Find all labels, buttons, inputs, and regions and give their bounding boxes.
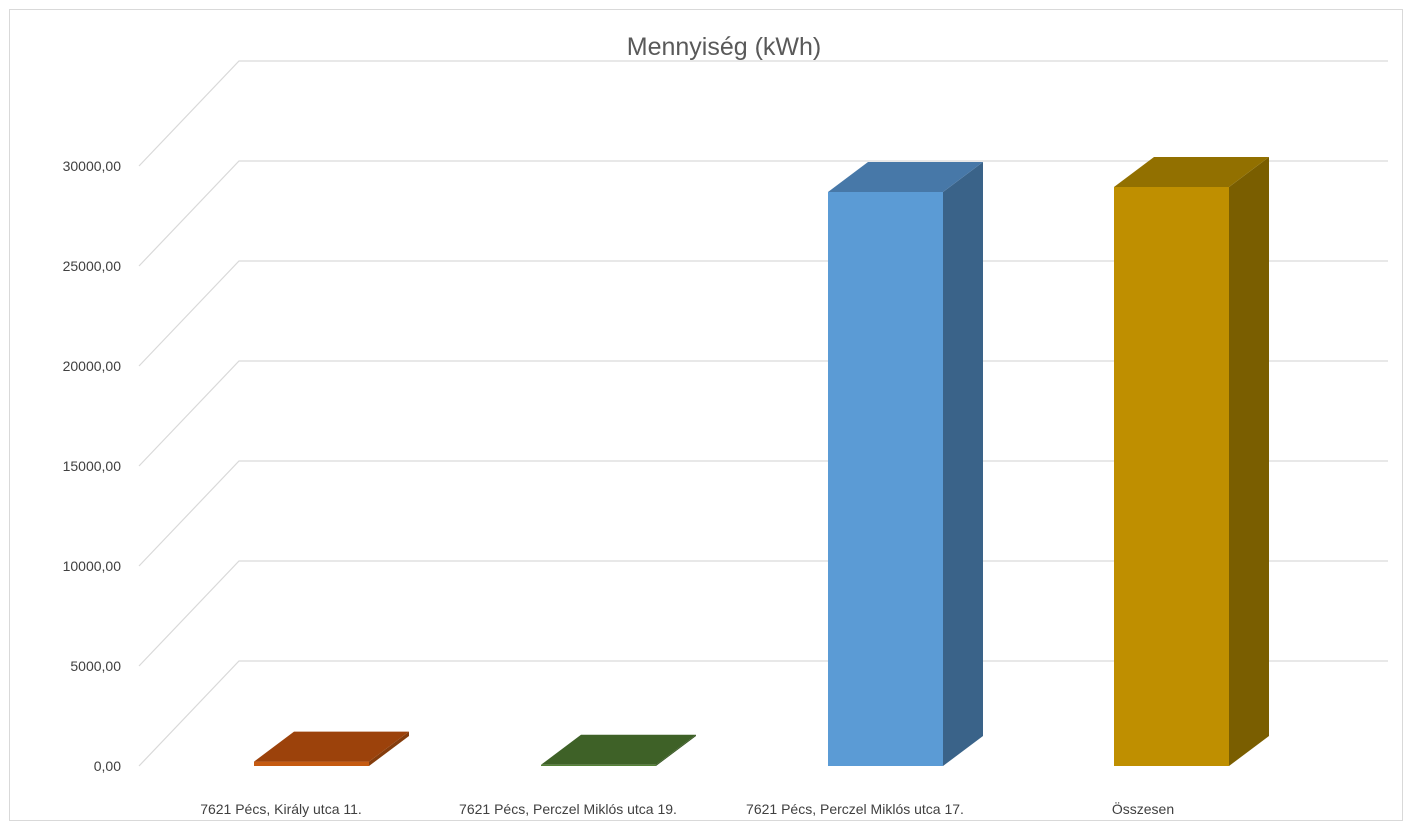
bar-top-face <box>254 731 409 762</box>
chart-title: Mennyiség (kWh) <box>627 33 822 61</box>
bar-4 <box>1114 157 1269 766</box>
y-tick-label: 15000,00 <box>63 458 122 474</box>
bar-side-face <box>943 162 983 766</box>
bar-2 <box>541 734 696 766</box>
gridline <box>138 460 1388 567</box>
gridline <box>138 260 1388 367</box>
x-category-label: 7621 Pécs, Perczel Miklós utca 19. <box>459 801 677 817</box>
gridline <box>138 160 1388 267</box>
bar-top-face <box>541 734 696 765</box>
x-category-label: 7621 Pécs, Perczel Miklós utca 17. <box>746 801 964 817</box>
bar-1 <box>254 731 409 766</box>
x-category-label: 7621 Pécs, Király utca 11. <box>200 801 362 817</box>
x-axis-category-labels: 7621 Pécs, Király utca 11. 7621 Pécs, Per… <box>200 800 1174 817</box>
bar-front-face <box>541 764 656 766</box>
bar-side-face <box>369 731 409 766</box>
bar-front-face <box>254 761 369 766</box>
bar-front-face <box>1114 187 1229 766</box>
bar-front-face <box>828 192 943 766</box>
bar-top-face <box>1114 157 1269 187</box>
y-axis-tick-labels: 0,00 5000,00 10000,00 15000,00 20000,00 25000… <box>63 158 122 774</box>
chart-frame: Mennyiség (kWh) 0,00 5000,00 10000,00 15000… <box>9 9 1403 821</box>
bar-3 <box>828 162 983 766</box>
bar-chart: Mennyiség (kWh) 0,00 5000,00 10000,00 15000… <box>63 33 1388 817</box>
y-tick-label: 10000,00 <box>63 558 122 574</box>
gridline <box>138 560 1388 667</box>
gridline <box>138 660 1388 767</box>
gridline <box>138 60 1388 167</box>
bar-side-face <box>1229 157 1269 766</box>
bar-side-face <box>656 734 696 766</box>
bars <box>254 157 1269 766</box>
bar-top-face <box>828 162 983 192</box>
y-tick-label: 0,00 <box>94 758 121 774</box>
x-category-label: Összesen <box>1112 800 1174 817</box>
gridline <box>138 360 1388 467</box>
grid-lines <box>138 60 1388 767</box>
y-tick-label: 30000,00 <box>63 158 122 174</box>
y-tick-label: 25000,00 <box>63 258 122 274</box>
y-tick-label: 5000,00 <box>70 658 121 674</box>
y-tick-label: 20000,00 <box>63 358 122 374</box>
